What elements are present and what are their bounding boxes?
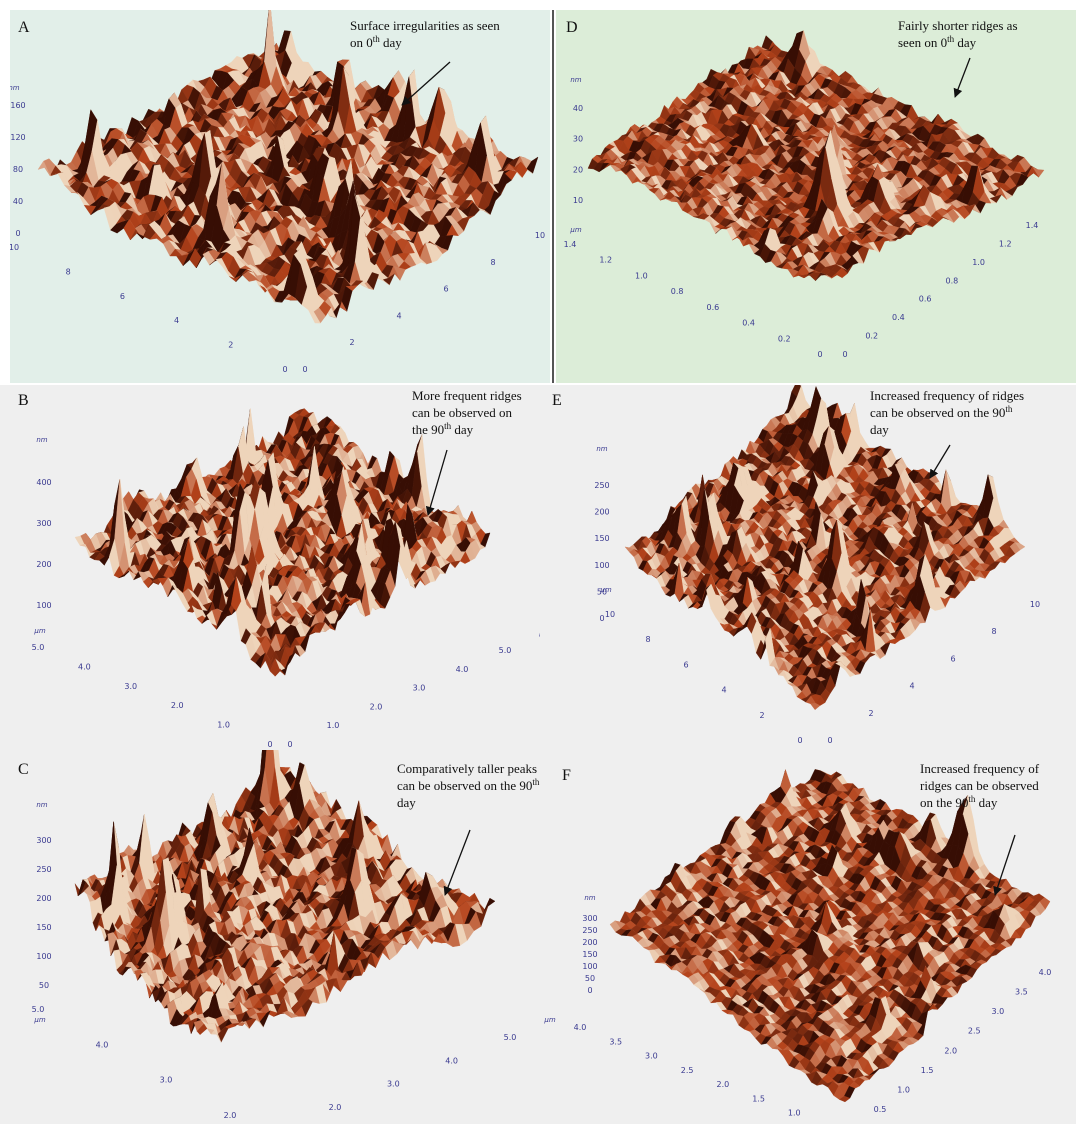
annotation-text: Fairly shorter ridges as (898, 18, 1018, 33)
annotation-text: seen on 0 (898, 35, 947, 50)
afm-surface (37, 10, 539, 324)
x-tick-label: 0.8 (671, 287, 684, 296)
panel: 0 40 80 120 160 nm 10 8 6 4 2 0 0 2 4 6 8 10 A Surface irre… (8, 10, 550, 383)
y-tick-label: 2 (349, 338, 354, 347)
z-unit: nm (570, 76, 581, 84)
z-tick-label: 120 (10, 133, 25, 142)
y-tick-label: 8 (490, 258, 495, 267)
superscript: th (373, 34, 381, 44)
y-tick-label: 1.4 (1026, 221, 1039, 230)
y-tick-label: 0 (302, 365, 307, 374)
z-tick-label: 80 (13, 165, 23, 174)
y-tick-label: 0.4 (892, 313, 905, 322)
z-tick-label: 10 (573, 196, 583, 205)
x-tick-label: 0.6 (706, 303, 719, 312)
afm-surface (74, 408, 491, 677)
y-tick-label: 0.6 (919, 295, 932, 304)
y-tick-label: 1.0 (972, 258, 985, 267)
annotation-arrow (401, 61, 451, 106)
panel: 100200300400nmμmμm5.04.03.02.01.0001.02.… (0, 385, 540, 750)
x-tick-label: 6 (120, 292, 125, 301)
x-tick-label: 4 (174, 316, 179, 325)
annotation-text: day (380, 35, 403, 50)
superscript: th (947, 34, 955, 44)
annotation-arrow (953, 57, 971, 98)
y-tick-label: 10 (535, 231, 545, 240)
annotation-line: Surface irregularities as seen (350, 18, 500, 33)
x-tick-label: 0 (817, 350, 822, 359)
y-tick-label: 0 (842, 350, 847, 359)
y-tick-label: 6 (443, 285, 448, 294)
panel-label: A (18, 19, 30, 36)
x-tick-label: 1.2 (599, 256, 612, 265)
annotation-line: Fairly shorter ridges as (898, 18, 1018, 33)
z-unit: nm (8, 84, 19, 92)
annotation-text: Surface irregularities as seen (350, 18, 500, 33)
x-tick-label: 2 (228, 341, 233, 350)
surface-facet (307, 309, 321, 324)
z-tick-label: 0 (15, 229, 20, 238)
xy-unit: μm (569, 226, 581, 234)
annotation-text: day (954, 35, 977, 50)
z-tick-label: 160 (10, 101, 25, 110)
z-tick-label: 20 (573, 165, 583, 174)
y-tick-label: 4 (396, 311, 401, 320)
panel-label: D (566, 19, 578, 36)
y-tick-label: 0.8 (945, 276, 958, 285)
annotation-line: on 0th day (350, 34, 402, 50)
y-tick-label: 1.2 (999, 239, 1012, 248)
annotation-line: seen on 0th day (898, 34, 977, 50)
z-tick-label: 40 (573, 104, 583, 113)
z-tick-label: 40 (13, 197, 23, 206)
z-tick-label: 30 (573, 135, 583, 144)
x-tick-label: 10 (9, 243, 19, 252)
afm-surface (587, 30, 1045, 282)
panel: 10 20 30 40 nm μm 1.4 1.2 1.0 0.8 0.6 0.4 0.2 0 0 0.2 0.… (556, 10, 1076, 383)
x-tick-label: 0.2 (778, 334, 791, 343)
x-tick-label: 8 (66, 267, 71, 276)
y-tick-label: 0.2 (865, 332, 878, 341)
x-tick-label: 1.0 (635, 271, 648, 280)
annotation-text: on 0 (350, 35, 373, 50)
x-tick-label: 1.4 (564, 240, 577, 249)
x-tick-label: 0 (282, 365, 287, 374)
surface-facet (815, 272, 827, 281)
x-tick-label: 0.4 (742, 319, 755, 328)
